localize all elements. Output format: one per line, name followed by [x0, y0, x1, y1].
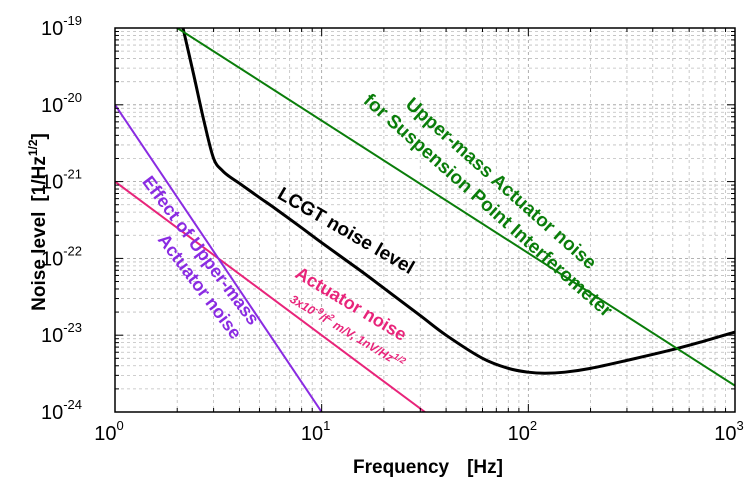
y-tick-label: 10-20 — [41, 90, 82, 117]
axis-ticks: 100 101 102 103 10-24 10-23 10-22 10-21 10-20 10-… — [41, 13, 744, 445]
grid — [115, 28, 735, 412]
x-tick-label: 101 — [301, 418, 330, 445]
x-tick-label: 102 — [508, 418, 537, 445]
series-line-effect-upper-mass — [115, 104, 323, 412]
x-tick-label: 103 — [714, 418, 743, 445]
series-group — [115, 28, 735, 412]
y-tick-label: 10-21 — [41, 167, 82, 194]
y-tick-label: 10-23 — [41, 320, 82, 347]
x-tick-label: 100 — [94, 418, 123, 445]
y-tick-label: 10-24 — [41, 397, 82, 424]
annotation-spi-line2: for Suspension Point Interferometer — [359, 90, 617, 322]
series-line-actuator — [115, 180, 426, 412]
annotation-effect-line1: Effect of Upper-mass — [138, 172, 263, 329]
annotation-spi-line1: Upper-mass Actuator noise — [401, 94, 600, 274]
series-line-lcgt — [181, 28, 735, 375]
y-axis-title: Noise level[1/Hz1/2] — [26, 133, 50, 311]
series-line-upper-mass-spi — [175, 28, 735, 387]
y-tick-label: 10-22 — [41, 243, 82, 270]
y-tick-label: 10-19 — [41, 13, 82, 40]
annotation-lcgt: LCGT noise level — [274, 184, 418, 279]
plot-frame — [114, 27, 736, 413]
x-axis-title: Frequency [Hz] — [353, 457, 503, 477]
